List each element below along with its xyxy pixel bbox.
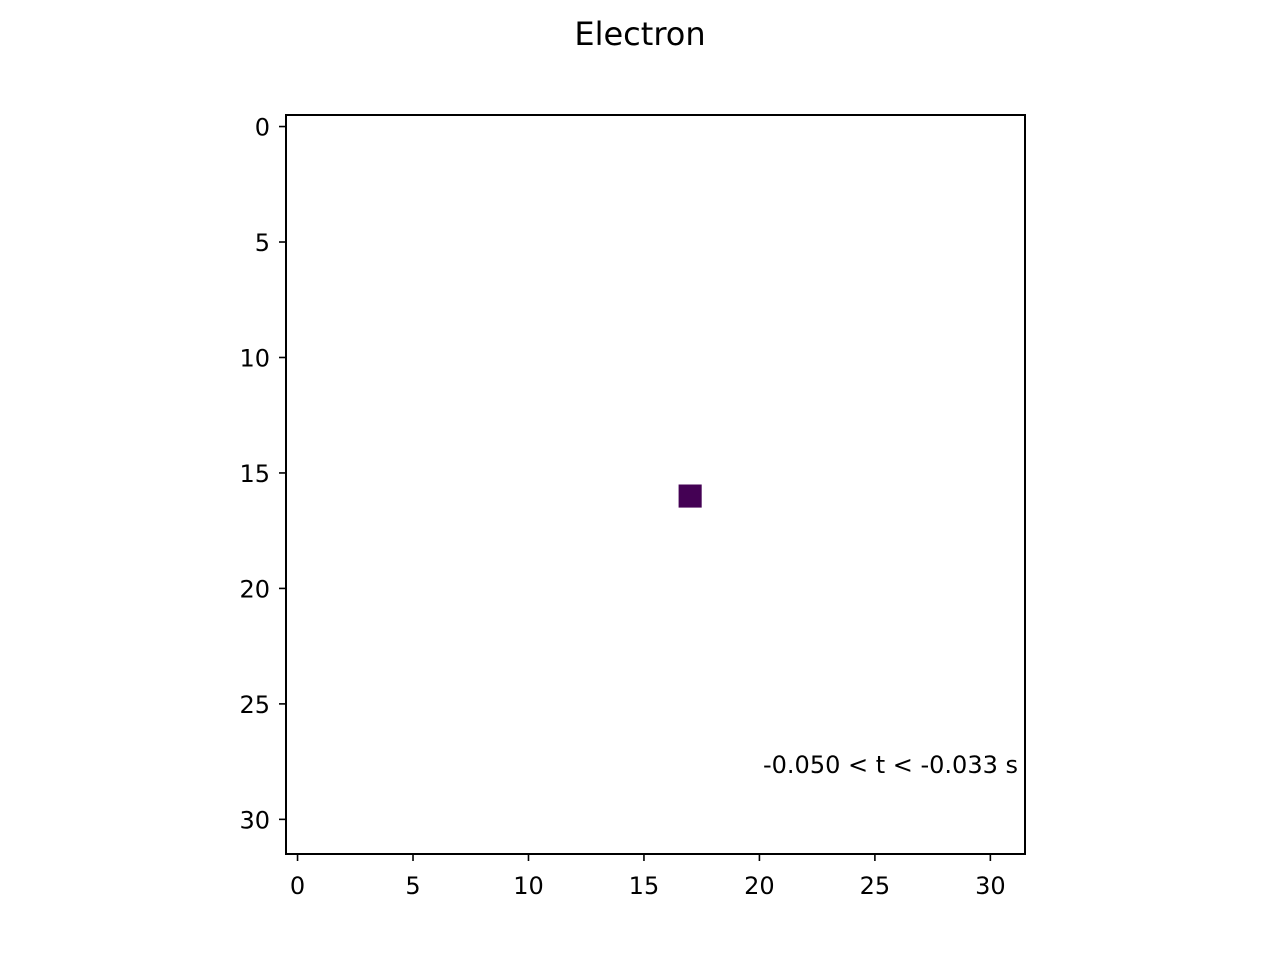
time-window-annotation: -0.050 < t < -0.033 s [763, 751, 1018, 779]
x-tick-label: 5 [405, 872, 420, 900]
heatmap-cells [678, 484, 702, 508]
plot-area [285, 114, 1026, 855]
y-tick-label: 15 [239, 460, 270, 488]
y-axis: 0 5 10 15 20 25 30 [239, 114, 286, 834]
x-tick-label: 15 [629, 872, 660, 900]
x-axis: 0 5 10 15 20 25 30 [290, 854, 1006, 900]
heatmap-cell [678, 484, 702, 508]
y-tick-label: 0 [255, 114, 270, 142]
axes-frame [285, 114, 1026, 855]
y-tick-label: 5 [255, 229, 270, 257]
y-tick-label: 10 [239, 344, 270, 372]
y-tick-label: 20 [239, 575, 270, 603]
y-tick-label: 25 [239, 691, 270, 719]
x-tick-label: 30 [975, 872, 1006, 900]
x-tick-label: 25 [860, 872, 891, 900]
x-tick-label: 10 [513, 872, 544, 900]
plot-background [286, 115, 1025, 854]
x-tick-label: 20 [744, 872, 775, 900]
y-tick-label: 30 [239, 806, 270, 834]
chart-title: Electron [574, 15, 705, 53]
x-tick-label: 0 [290, 872, 305, 900]
